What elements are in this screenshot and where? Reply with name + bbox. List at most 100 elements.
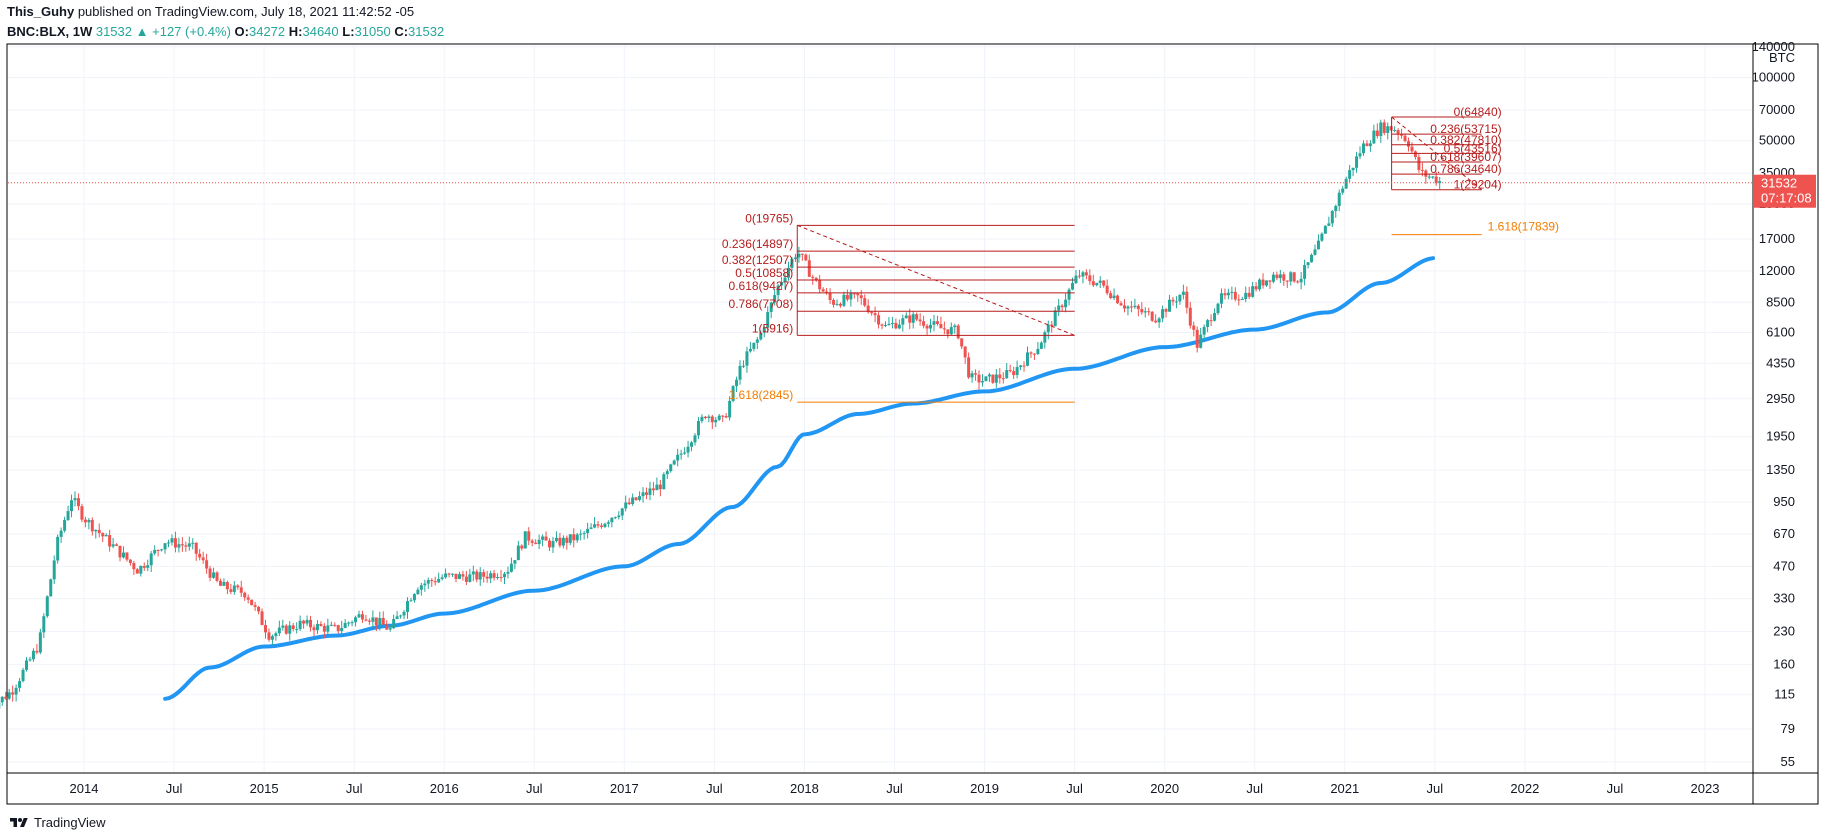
candle-body bbox=[832, 300, 836, 305]
candle-body bbox=[73, 498, 77, 501]
candle-body bbox=[1150, 311, 1154, 321]
candle-body bbox=[1341, 188, 1345, 193]
candle-body bbox=[956, 325, 960, 339]
candle-body bbox=[554, 537, 558, 542]
candle-body bbox=[755, 339, 759, 343]
fib-2017-level-label: 0.5(10858) bbox=[735, 266, 793, 280]
candle-body bbox=[1015, 367, 1019, 376]
candle-body bbox=[845, 294, 849, 300]
candle-body bbox=[257, 606, 261, 612]
candle-body bbox=[399, 615, 403, 617]
candle-body bbox=[1053, 310, 1057, 327]
candle-body bbox=[1365, 143, 1369, 147]
time-tick-label: Jul bbox=[706, 781, 723, 796]
candle-body bbox=[534, 542, 538, 545]
brand-name[interactable]: TradingView bbox=[34, 815, 106, 830]
candle-body bbox=[790, 258, 794, 268]
candle-body bbox=[28, 659, 32, 661]
candle-body bbox=[1161, 309, 1165, 319]
candle-body bbox=[433, 581, 437, 583]
candle-body bbox=[870, 312, 874, 314]
candle-body bbox=[960, 338, 964, 347]
candle-body bbox=[7, 692, 11, 699]
publish-info: This_Guhy published on TradingView.com, … bbox=[7, 3, 1817, 20]
price-chart[interactable]: 0(19765) 0.236(14897) 0.382(12507)0.5(1085… bbox=[0, 0, 1828, 812]
candle-body bbox=[187, 543, 191, 547]
candle-body bbox=[728, 400, 732, 418]
candle-body bbox=[735, 379, 739, 387]
chart-header: This_Guhy published on TradingView.com, … bbox=[7, 3, 1817, 40]
candle-body bbox=[132, 563, 136, 570]
candle-body bbox=[1036, 348, 1040, 354]
time-tick-label: 2015 bbox=[250, 781, 279, 796]
candle-body bbox=[423, 583, 427, 586]
candle-body bbox=[312, 627, 316, 631]
candle-body bbox=[250, 599, 254, 606]
candle-body bbox=[437, 578, 441, 583]
candle-body bbox=[499, 577, 503, 579]
fib-2021-level-label: 1(29204) bbox=[1454, 178, 1502, 192]
candle-body bbox=[489, 573, 493, 579]
candle-body bbox=[634, 497, 638, 500]
candle-body bbox=[1112, 295, 1116, 299]
candle-body bbox=[693, 435, 697, 443]
candle-body bbox=[970, 373, 974, 378]
candle-body bbox=[38, 632, 42, 653]
candle-body bbox=[56, 536, 60, 561]
candle-body bbox=[229, 589, 233, 592]
candle-body bbox=[662, 474, 666, 490]
price-tick-label: 330 bbox=[1773, 591, 1795, 606]
candle-body bbox=[589, 527, 593, 529]
candle-body bbox=[392, 619, 396, 629]
candle-body bbox=[1143, 311, 1147, 313]
candle-body bbox=[1237, 299, 1241, 301]
candle-body bbox=[1219, 293, 1223, 304]
candle-body bbox=[277, 627, 281, 634]
candle-body bbox=[631, 497, 635, 505]
candle-body bbox=[1292, 272, 1296, 282]
candle-body bbox=[1396, 130, 1400, 134]
candle-body bbox=[807, 260, 811, 277]
candle-body bbox=[593, 524, 597, 528]
candle-body bbox=[149, 553, 153, 566]
time-axis[interactable]: 2014 Jul 2015 Jul 2016 Jul 2017 Jul 2018 Jul 2019 J… bbox=[70, 781, 1720, 796]
price-tick-label: 670 bbox=[1773, 526, 1795, 541]
candle-body bbox=[1005, 370, 1009, 379]
candle-body bbox=[1206, 320, 1210, 327]
candle-body bbox=[613, 517, 617, 519]
candle-body bbox=[717, 415, 721, 420]
candle-body bbox=[1251, 286, 1255, 297]
price-axis[interactable]: 55 79 115 160 230 330 470 670 950 1350 1950 2950 435… bbox=[1752, 39, 1795, 769]
fib-2017-level-label: 0.786(7708) bbox=[729, 297, 794, 311]
candle-body bbox=[1323, 225, 1327, 234]
candle-body bbox=[184, 545, 188, 547]
time-tick-label: 2022 bbox=[1510, 781, 1539, 796]
candle-body bbox=[620, 508, 624, 516]
symbol-name[interactable]: BNC:BLX, 1W bbox=[7, 24, 93, 39]
candle-body bbox=[987, 374, 991, 377]
candle-body bbox=[4, 696, 8, 699]
candle-body bbox=[1147, 311, 1151, 313]
candle-body bbox=[994, 374, 998, 383]
candle-body bbox=[343, 622, 347, 628]
open-value: 34272 bbox=[248, 24, 286, 39]
candle-body bbox=[225, 582, 229, 590]
candle-body bbox=[738, 365, 742, 380]
candle-body bbox=[783, 277, 787, 282]
candle-body bbox=[672, 460, 676, 465]
candle-body bbox=[530, 540, 534, 543]
candle-body bbox=[1382, 122, 1386, 133]
candle-body bbox=[177, 544, 181, 548]
candle-body bbox=[873, 313, 877, 316]
candle-body bbox=[1254, 286, 1258, 290]
candle-body bbox=[63, 519, 67, 531]
candle-body bbox=[527, 531, 531, 541]
candle-body bbox=[191, 542, 195, 544]
fib-retracements[interactable]: 0(19765) 0.236(14897) 0.382(12507)0.5(1085… bbox=[722, 105, 1559, 403]
publisher-name[interactable]: This_Guhy bbox=[7, 4, 75, 19]
candle-body bbox=[558, 537, 562, 546]
candle-body bbox=[929, 324, 933, 329]
candle-body bbox=[302, 620, 306, 624]
candle-body bbox=[1192, 325, 1196, 330]
tradingview-logo-icon[interactable] bbox=[8, 816, 30, 830]
